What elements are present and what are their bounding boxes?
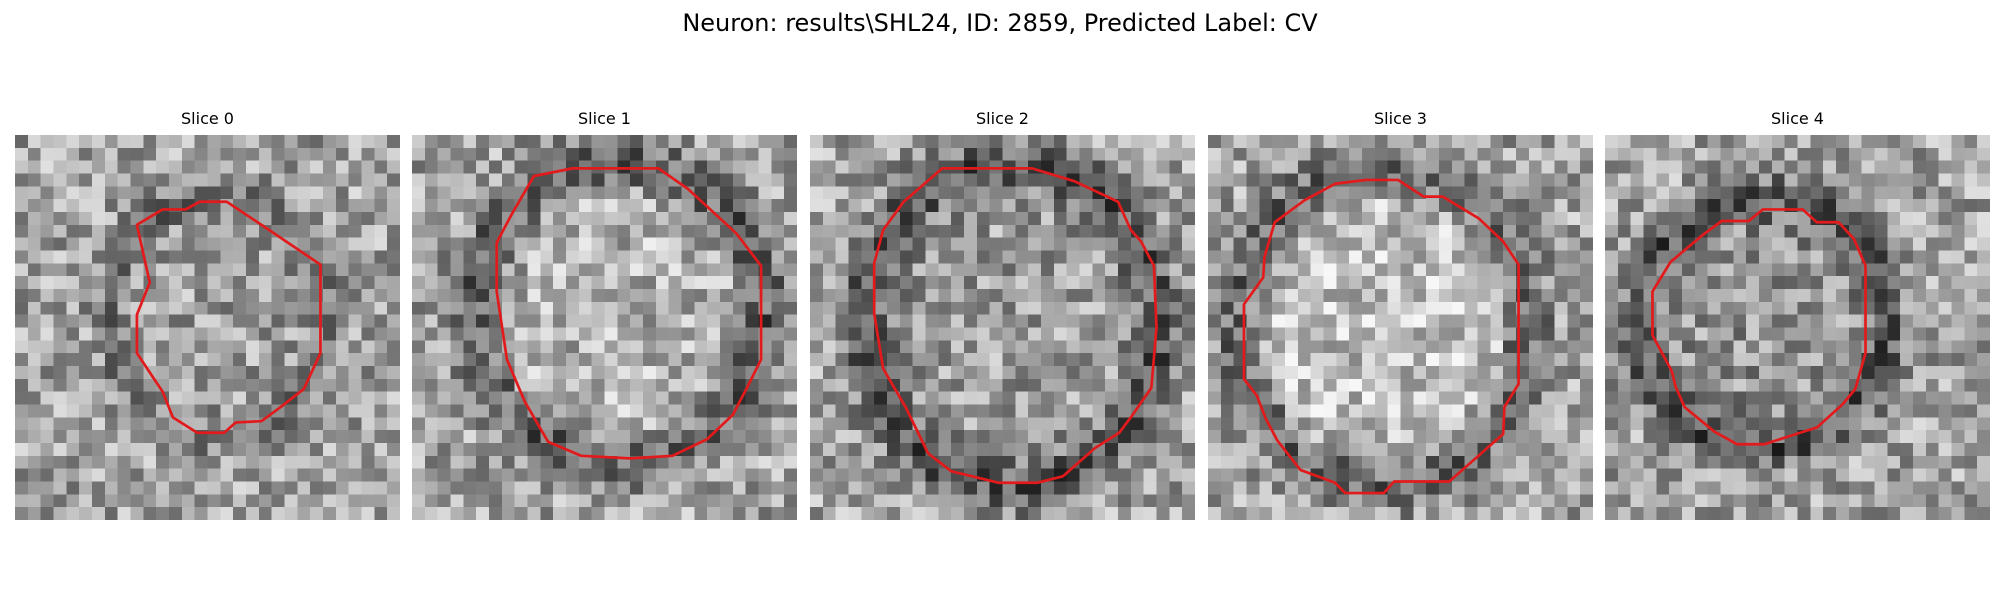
roi-contour [495, 167, 763, 460]
slice-image [15, 135, 400, 520]
roi-contour [135, 200, 322, 435]
slice-panel-2: Slice 2 [810, 108, 1195, 525]
slice-image [810, 135, 1195, 520]
roi-contour [1242, 178, 1520, 495]
slice-image [1208, 135, 1593, 520]
slice-image [412, 135, 797, 520]
pixel-grid [15, 135, 400, 520]
roi-contour [872, 167, 1158, 485]
slice-panel-3: Slice 3 [1208, 108, 1593, 525]
slice-title: Slice 0 [181, 109, 234, 128]
figure-title: Neuron: results\SHL24, ID: 2859, Predict… [682, 9, 1318, 37]
slice-panel-1: Slice 1 [412, 108, 797, 525]
roi-contour [1651, 208, 1867, 446]
slice-panel-4: Slice 4 [1605, 108, 1990, 525]
pixel-grid [412, 135, 797, 520]
pixel-grid [1605, 135, 1990, 520]
slice-title: Slice 2 [976, 109, 1029, 128]
slice-panel-0: Slice 0 [15, 108, 400, 525]
slice-title: Slice 1 [578, 109, 631, 128]
slice-title: Slice 3 [1374, 109, 1427, 128]
slice-title: Slice 4 [1771, 109, 1824, 128]
pixel-grid [1208, 135, 1593, 520]
slice-image [1605, 135, 1990, 520]
pixel-grid [810, 135, 1195, 520]
